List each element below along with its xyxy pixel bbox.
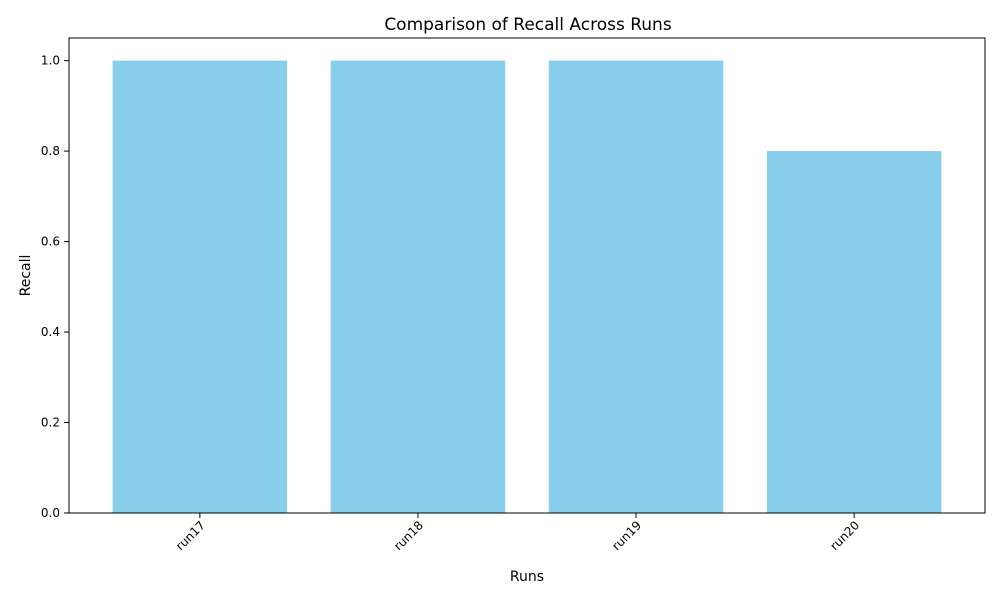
chart-title: Comparison of Recall Across Runs [384, 15, 672, 35]
y-tick-label: 0.0 [41, 506, 60, 520]
y-tick-label: 0.2 [41, 416, 60, 430]
plot-frame [68, 37, 986, 514]
y-tick-label: 0.4 [41, 325, 60, 339]
y-axis-ticks: 0.0 0.2 0.4 0.6 0.8 1.0 [41, 54, 69, 520]
bars-group [112, 60, 942, 513]
y-tick-label: 0.6 [41, 235, 60, 249]
y-axis-label: Recall [18, 255, 34, 297]
y-tick-label: 1.0 [41, 54, 60, 68]
bar-run20 [766, 151, 942, 513]
y-tick-label: 0.8 [41, 144, 60, 158]
bar-run19 [548, 60, 724, 513]
x-axis-label: Runs [510, 569, 544, 585]
bar-run17 [112, 60, 288, 513]
bar-run18 [330, 60, 506, 513]
